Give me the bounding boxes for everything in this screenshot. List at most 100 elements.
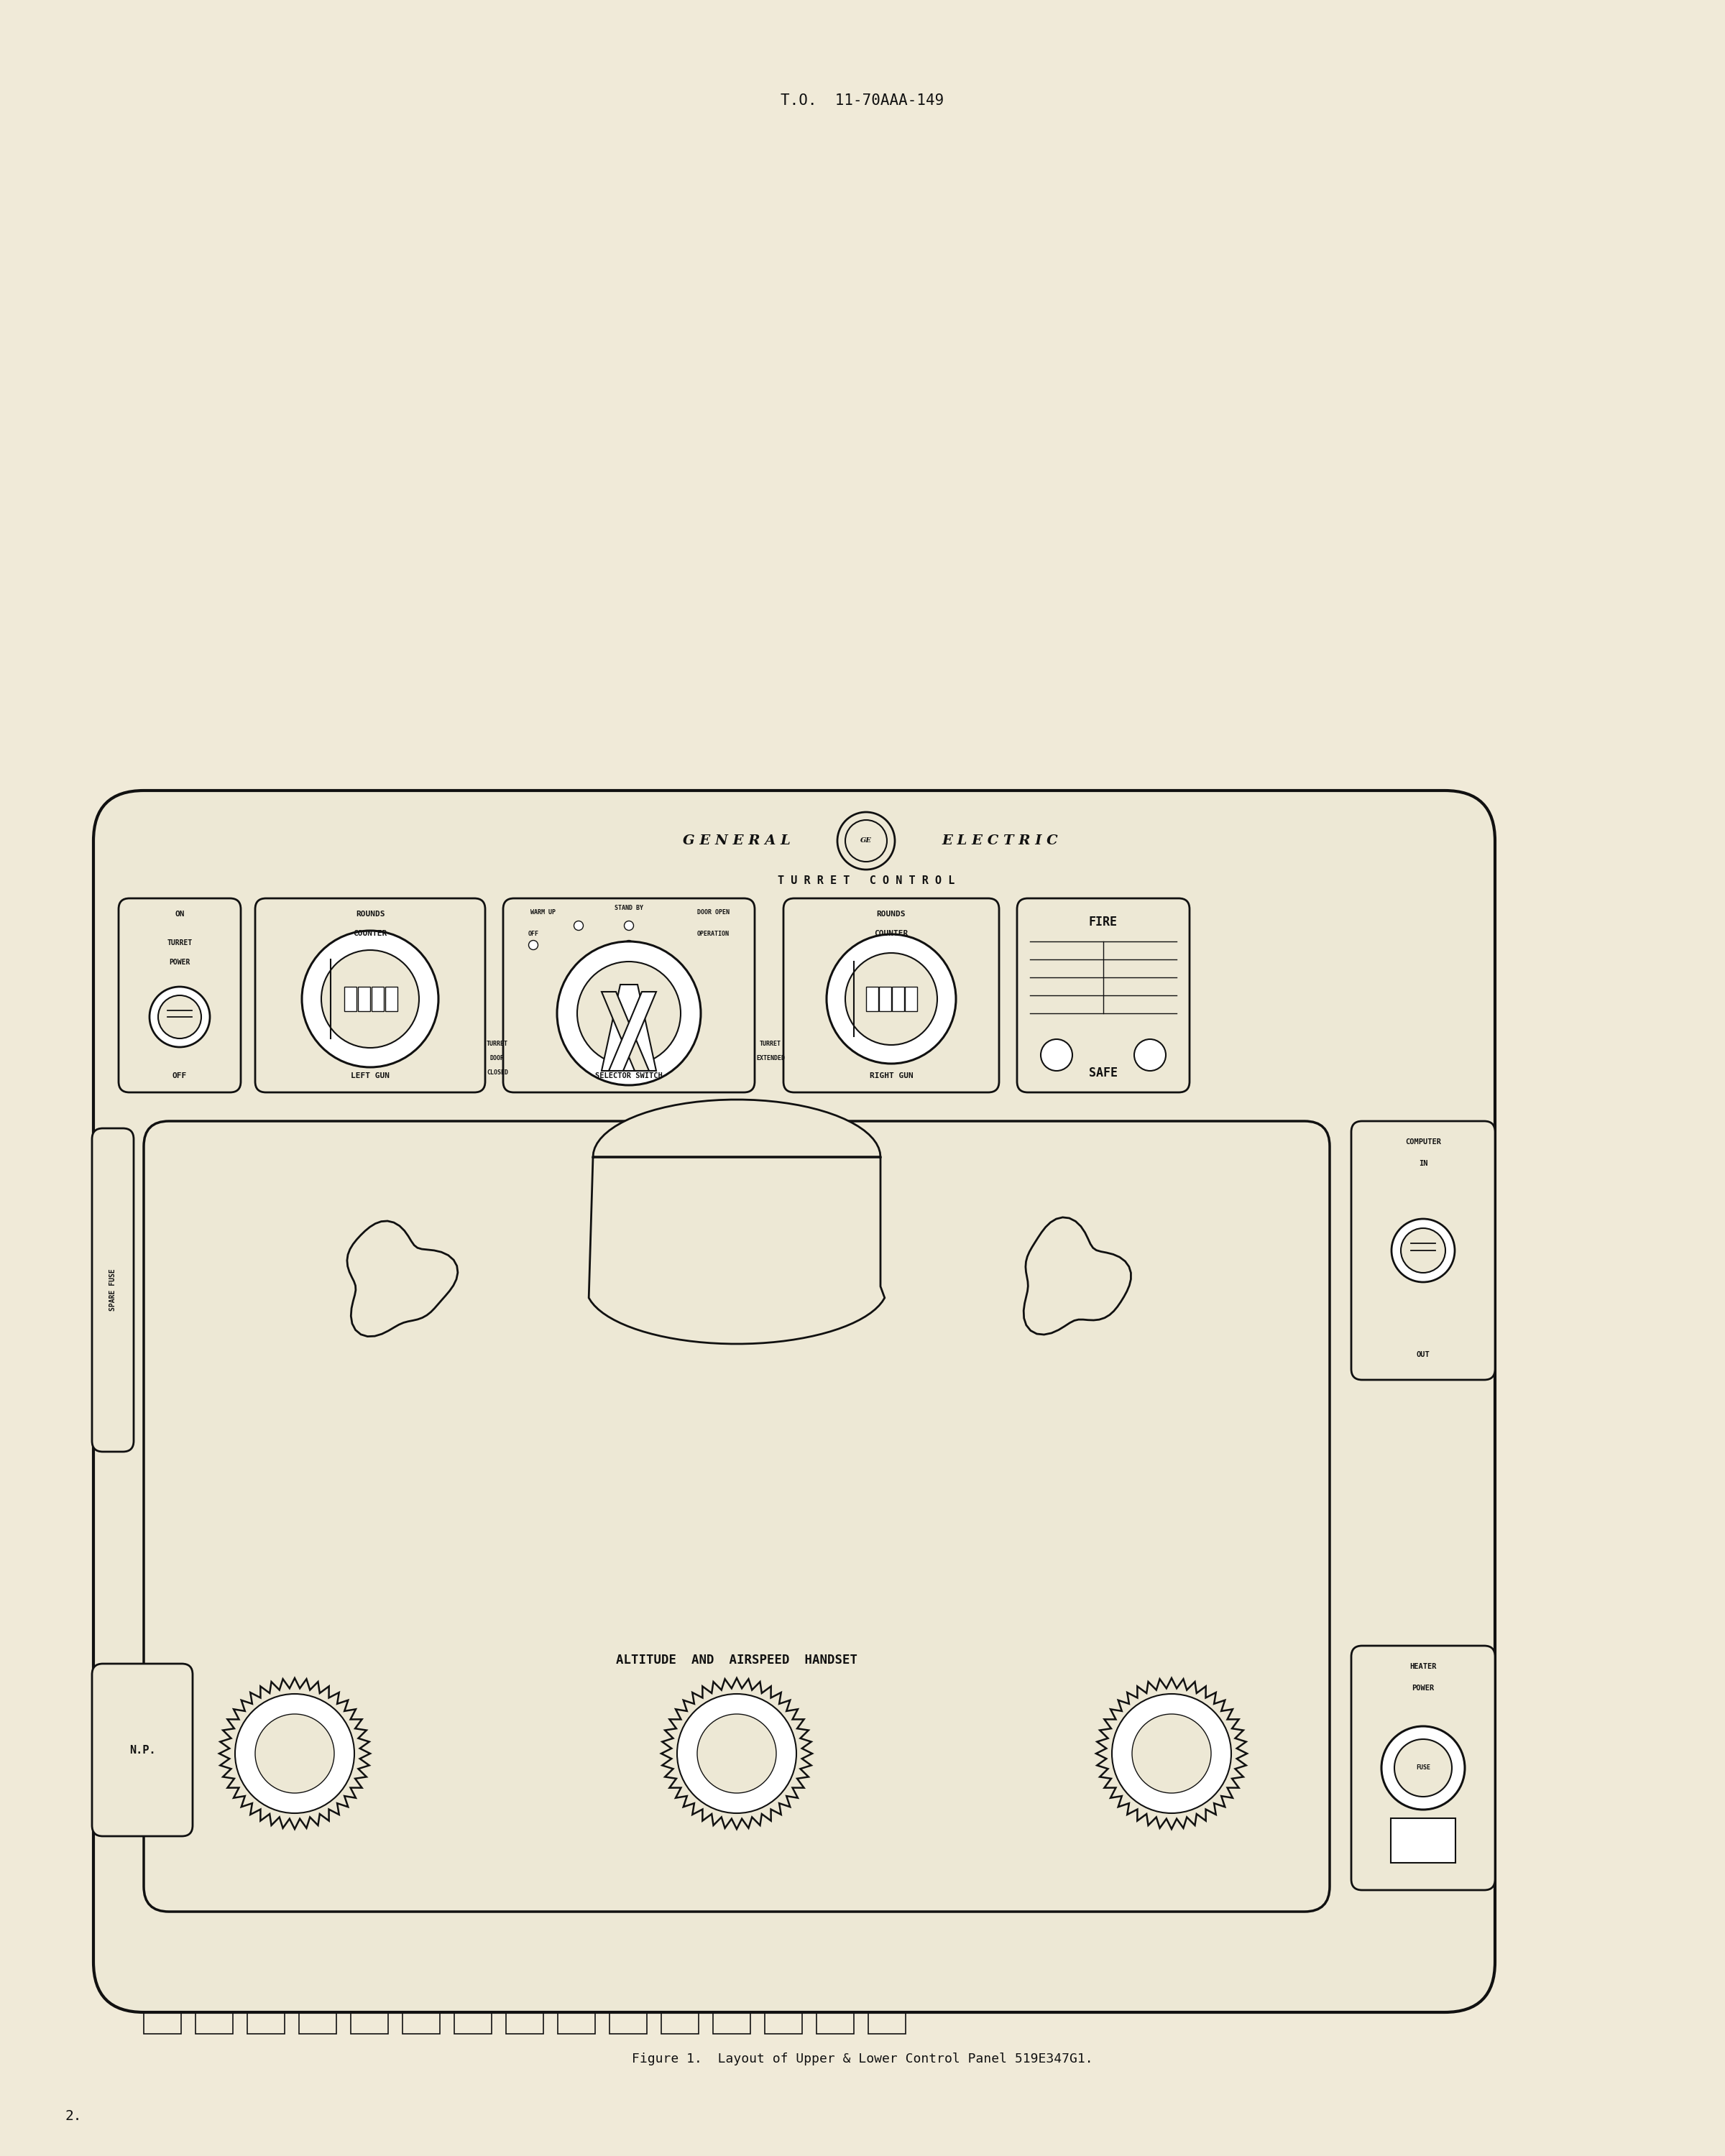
Polygon shape xyxy=(1095,1677,1247,1828)
Polygon shape xyxy=(602,992,649,1072)
FancyBboxPatch shape xyxy=(91,1664,193,1837)
Text: RIGHT GUN: RIGHT GUN xyxy=(869,1072,913,1080)
Circle shape xyxy=(1113,1695,1232,1813)
Polygon shape xyxy=(602,985,656,1072)
Text: TURRET: TURRET xyxy=(167,940,193,946)
Bar xyxy=(343,987,355,1011)
Polygon shape xyxy=(661,1677,812,1828)
Bar xyxy=(764,2012,802,2033)
Text: ALTITUDE  AND  AIRSPEED  HANDSET: ALTITUDE AND AIRSPEED HANDSET xyxy=(616,1654,857,1667)
Circle shape xyxy=(837,813,895,869)
Text: E L E C T R I C: E L E C T R I C xyxy=(942,834,1057,847)
Text: ON: ON xyxy=(174,910,185,918)
Text: HEATER: HEATER xyxy=(1409,1662,1437,1671)
Circle shape xyxy=(845,953,937,1046)
Bar xyxy=(1390,1818,1456,1863)
Bar xyxy=(195,2012,233,2033)
Text: ROUNDS: ROUNDS xyxy=(876,910,906,918)
Text: OFF: OFF xyxy=(528,931,538,938)
Bar xyxy=(609,2012,647,2033)
Bar xyxy=(712,2012,750,2033)
Bar xyxy=(247,2012,285,2033)
Circle shape xyxy=(574,921,583,931)
Polygon shape xyxy=(347,1220,457,1337)
Bar xyxy=(505,2012,543,2033)
Bar xyxy=(661,2012,699,2033)
Polygon shape xyxy=(588,1100,885,1343)
Bar xyxy=(868,2012,906,2033)
Circle shape xyxy=(528,940,538,949)
Text: SAFE: SAFE xyxy=(1088,1067,1118,1080)
Text: POWER: POWER xyxy=(169,959,190,966)
Text: IN: IN xyxy=(1418,1160,1428,1166)
Bar xyxy=(357,987,369,1011)
Circle shape xyxy=(624,940,633,949)
FancyBboxPatch shape xyxy=(119,899,242,1093)
Text: STAND BY: STAND BY xyxy=(614,906,643,912)
Polygon shape xyxy=(609,992,656,1072)
Circle shape xyxy=(159,996,202,1039)
FancyBboxPatch shape xyxy=(91,1128,135,1451)
FancyBboxPatch shape xyxy=(255,899,485,1093)
Text: WARM UP: WARM UP xyxy=(531,910,555,916)
Circle shape xyxy=(235,1695,354,1813)
Text: DOOR: DOOR xyxy=(490,1054,505,1061)
Bar xyxy=(371,987,383,1011)
Bar xyxy=(298,2012,336,2033)
Circle shape xyxy=(845,819,887,862)
Circle shape xyxy=(1382,1727,1465,1809)
Bar xyxy=(557,2012,595,2033)
Bar xyxy=(904,987,916,1011)
Circle shape xyxy=(1392,1218,1454,1283)
Circle shape xyxy=(697,1714,776,1794)
Bar xyxy=(878,987,890,1011)
Text: G E N E R A L: G E N E R A L xyxy=(683,834,790,847)
Text: 2.: 2. xyxy=(66,2109,81,2124)
Text: COUNTER: COUNTER xyxy=(354,929,386,938)
Bar xyxy=(402,2012,440,2033)
Text: EXTENDED: EXTENDED xyxy=(756,1054,785,1061)
FancyBboxPatch shape xyxy=(1351,1645,1496,1891)
Circle shape xyxy=(150,987,210,1048)
Text: TURRET: TURRET xyxy=(759,1041,781,1048)
Text: LEFT GUN: LEFT GUN xyxy=(350,1072,390,1080)
Text: Figure 1.  Layout of Upper & Lower Control Panel 519E347G1.: Figure 1. Layout of Upper & Lower Contro… xyxy=(631,2053,1094,2065)
Text: GE: GE xyxy=(861,839,871,845)
Text: T U R R E T   C O N T R O L: T U R R E T C O N T R O L xyxy=(778,875,954,886)
Circle shape xyxy=(826,934,956,1063)
Circle shape xyxy=(255,1714,335,1794)
Text: TURRET: TURRET xyxy=(486,1041,509,1048)
Text: N.P.: N.P. xyxy=(129,1744,155,1755)
Bar xyxy=(816,2012,854,2033)
Polygon shape xyxy=(1023,1218,1132,1335)
Text: OPERATION: OPERATION xyxy=(697,931,730,938)
FancyBboxPatch shape xyxy=(504,899,756,1093)
Text: COMPUTER: COMPUTER xyxy=(1406,1138,1440,1145)
Text: COUNTER: COUNTER xyxy=(875,929,909,938)
FancyBboxPatch shape xyxy=(143,1121,1330,1912)
Text: POWER: POWER xyxy=(1411,1684,1435,1692)
Circle shape xyxy=(557,942,700,1084)
Text: CLOSED: CLOSED xyxy=(486,1069,509,1076)
Bar xyxy=(143,2012,181,2033)
Circle shape xyxy=(1401,1229,1446,1272)
Circle shape xyxy=(302,931,438,1067)
FancyBboxPatch shape xyxy=(783,899,999,1093)
Circle shape xyxy=(1132,1714,1211,1794)
Text: DOOR OPEN: DOOR OPEN xyxy=(697,910,730,916)
Text: ROUNDS: ROUNDS xyxy=(355,910,385,918)
FancyBboxPatch shape xyxy=(1018,899,1190,1093)
Text: SELECTOR SWITCH: SELECTOR SWITCH xyxy=(595,1072,662,1080)
Text: T.O.  11-70AAA-149: T.O. 11-70AAA-149 xyxy=(781,93,944,108)
Bar xyxy=(892,987,904,1011)
FancyBboxPatch shape xyxy=(93,791,1496,2012)
Circle shape xyxy=(1135,1039,1166,1072)
Text: FIRE: FIRE xyxy=(1088,916,1118,929)
Bar xyxy=(866,987,878,1011)
Text: FUSE: FUSE xyxy=(1416,1764,1430,1772)
Circle shape xyxy=(1040,1039,1073,1072)
Circle shape xyxy=(321,951,419,1048)
Text: OFF: OFF xyxy=(172,1072,186,1080)
Bar xyxy=(385,987,397,1011)
Circle shape xyxy=(578,962,681,1065)
